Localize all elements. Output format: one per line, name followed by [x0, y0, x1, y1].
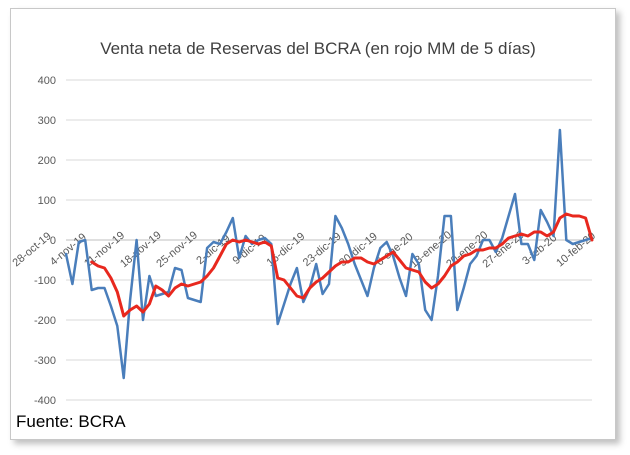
- y-tick-label: -300: [34, 355, 56, 367]
- y-axis-ticks: 400 300 200 100 0 -100 -200 -300 -400: [34, 75, 56, 407]
- y-tick-label: -100: [34, 275, 56, 287]
- x-tick-label: 28-oct-19: [10, 230, 53, 269]
- y-tick-label: -400: [34, 395, 56, 407]
- source-note: Fuente: BCRA: [16, 412, 126, 431]
- series-line-red: [90, 212, 594, 318]
- x-tick-label: 3-feb-20: [520, 232, 559, 268]
- chart-title: Venta neta de Reservas del BCRA (en rojo…: [100, 39, 536, 58]
- y-tick-label: 300: [38, 115, 56, 127]
- y-tick-label: 0: [50, 235, 56, 247]
- x-tick-label: 2-dic-19: [194, 232, 232, 267]
- y-tick-label: 400: [38, 75, 56, 87]
- y-tick-label: 100: [38, 195, 56, 207]
- y-tick-label: 200: [38, 155, 56, 167]
- y-tick-label: -200: [34, 315, 56, 327]
- x-axis-ticks: 28-oct-194-nov-1911-nov-1918-nov-1925-no…: [10, 229, 598, 270]
- series-lines: [64, 128, 594, 380]
